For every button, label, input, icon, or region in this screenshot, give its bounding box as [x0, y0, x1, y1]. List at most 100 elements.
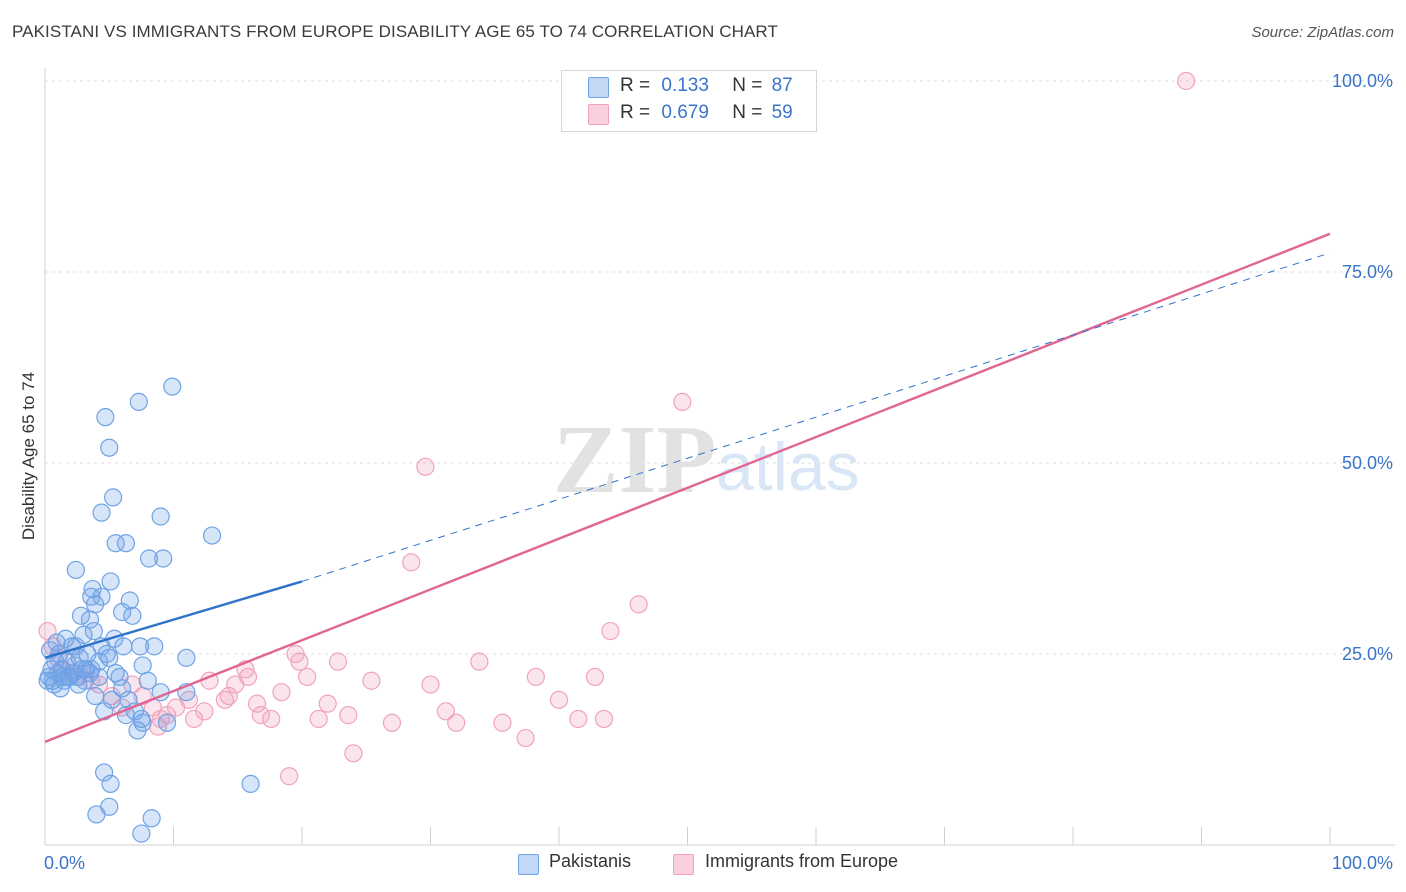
legend-europe-r: 0.679 — [661, 102, 709, 123]
x-tick-label: 100.0% — [1332, 853, 1393, 873]
legend-pakistanis-row: R = 0.133 N = 87 — [620, 75, 793, 99]
legend-europe-swatch — [588, 104, 609, 125]
axes — [44, 68, 1395, 846]
pakistanis-point — [142, 809, 161, 828]
europe-point — [344, 744, 363, 763]
pakistanis-point — [100, 797, 119, 816]
pakistanis-point — [100, 438, 119, 457]
europe-point — [262, 709, 281, 729]
europe-point — [148, 717, 168, 736]
pakistanis-point — [104, 488, 123, 507]
grid-lines — [45, 80, 1395, 655]
legend-n-label: N = — [732, 102, 763, 123]
europe-point — [416, 457, 435, 476]
legend-n-label: N = — [732, 75, 763, 96]
pakistanis-point — [71, 606, 91, 625]
europe-point — [569, 709, 588, 729]
legend-pakistanis-swatch — [588, 77, 609, 98]
europe-point — [382, 713, 402, 732]
pakistanis-point — [86, 686, 105, 706]
pakistanis-point — [110, 667, 129, 687]
chart-source: Source: ZipAtlas.com — [1251, 24, 1394, 41]
europe-trend-line — [44, 232, 1331, 743]
y-tick-label: 75.0% — [1342, 262, 1393, 282]
europe-point — [362, 671, 381, 690]
correlation-legend: R = 0.133 N = 87 R = 0.679 N = 59 — [561, 70, 817, 132]
europe-point — [290, 652, 309, 671]
pakistanis-point — [129, 392, 148, 411]
pakistanis-point — [56, 629, 75, 648]
series-pakistanis-points — [38, 377, 260, 843]
legend-pakistanis-n: 87 — [771, 75, 793, 96]
legend-europe-n: 59 — [771, 102, 793, 123]
x-tick-label: 0.0% — [44, 853, 85, 873]
europe-point — [272, 683, 291, 702]
pakistanis-point — [157, 713, 177, 732]
y-tick-label: 100.0% — [1332, 71, 1393, 91]
pakistanis-point — [177, 648, 196, 667]
pakistanis-point — [74, 625, 93, 645]
europe-point — [219, 686, 238, 706]
pakistanis-point — [120, 591, 139, 610]
europe-point — [594, 709, 614, 729]
pakistanis-point — [95, 763, 114, 782]
pakistanis-point — [53, 667, 73, 687]
pakistanis-point — [112, 679, 132, 698]
bottom-legend-pakistanis-swatch — [518, 854, 539, 875]
pakistanis-point — [132, 824, 151, 843]
europe-point — [309, 709, 328, 729]
europe-point — [251, 706, 270, 725]
legend-r-label: R = — [620, 75, 651, 96]
pakistanis-point — [69, 675, 88, 694]
pakistanis-point — [151, 507, 170, 526]
europe-point — [195, 702, 214, 721]
europe-point — [493, 713, 512, 732]
bottom-legend-europe: Immigrants from Europe — [705, 851, 899, 871]
pakistanis-point — [123, 606, 142, 625]
legend-r-label: R = — [620, 102, 651, 123]
pakistanis-point — [38, 671, 57, 690]
europe-point — [402, 553, 421, 572]
y-tick-label: 25.0% — [1342, 644, 1393, 664]
europe-point — [516, 728, 535, 748]
y-axis-label: Disability Age 65 to 74 — [19, 372, 38, 540]
europe-point — [549, 690, 569, 709]
legend-europe-row: R = 0.679 N = 59 — [620, 102, 793, 126]
europe-point — [601, 621, 620, 641]
europe-point — [184, 709, 204, 729]
europe-point — [328, 652, 348, 671]
pakistanis-point — [130, 637, 150, 656]
legend-pakistanis-r: 0.133 — [661, 75, 709, 96]
europe-point — [298, 667, 317, 687]
pakistanis-point — [96, 408, 115, 427]
bottom-legend-europe-swatch — [673, 854, 694, 875]
tick-labels: 25.0% 50.0% 75.0% 100.0% 0.0% 100.0% — [44, 71, 1393, 873]
pakistanis-point — [106, 534, 125, 553]
pakistanis-point — [101, 572, 120, 591]
europe-point — [1176, 71, 1196, 91]
pakistanis-point — [133, 713, 152, 732]
pakistanis-point — [163, 377, 182, 396]
pakistanis-point — [116, 534, 136, 553]
pakistanis-point — [82, 660, 101, 679]
europe-point — [470, 652, 489, 671]
pakistanis-point — [101, 774, 120, 793]
pakistanis-point — [154, 549, 173, 568]
pakistanis-point — [100, 648, 119, 667]
bottom-legend-pakistanis: Pakistanis — [549, 851, 632, 871]
pakistanis-point — [133, 656, 152, 675]
pakistanis-point — [145, 637, 164, 656]
pakistanis-trend-line-extrapolated — [301, 252, 1331, 582]
europe-point — [436, 702, 456, 721]
y-tick-label: 50.0% — [1342, 453, 1393, 473]
europe-point — [247, 694, 267, 713]
series-europe-points — [38, 71, 1196, 786]
europe-point — [421, 675, 440, 694]
chart-title: PAKISTANI VS IMMIGRANTS FROM EUROPE DISA… — [12, 22, 778, 41]
pakistanis-point — [202, 526, 222, 545]
europe-point — [673, 392, 692, 411]
pakistanis-point — [64, 663, 83, 683]
pakistanis-trend-line — [44, 580, 303, 659]
pakistanis-point — [241, 774, 260, 793]
